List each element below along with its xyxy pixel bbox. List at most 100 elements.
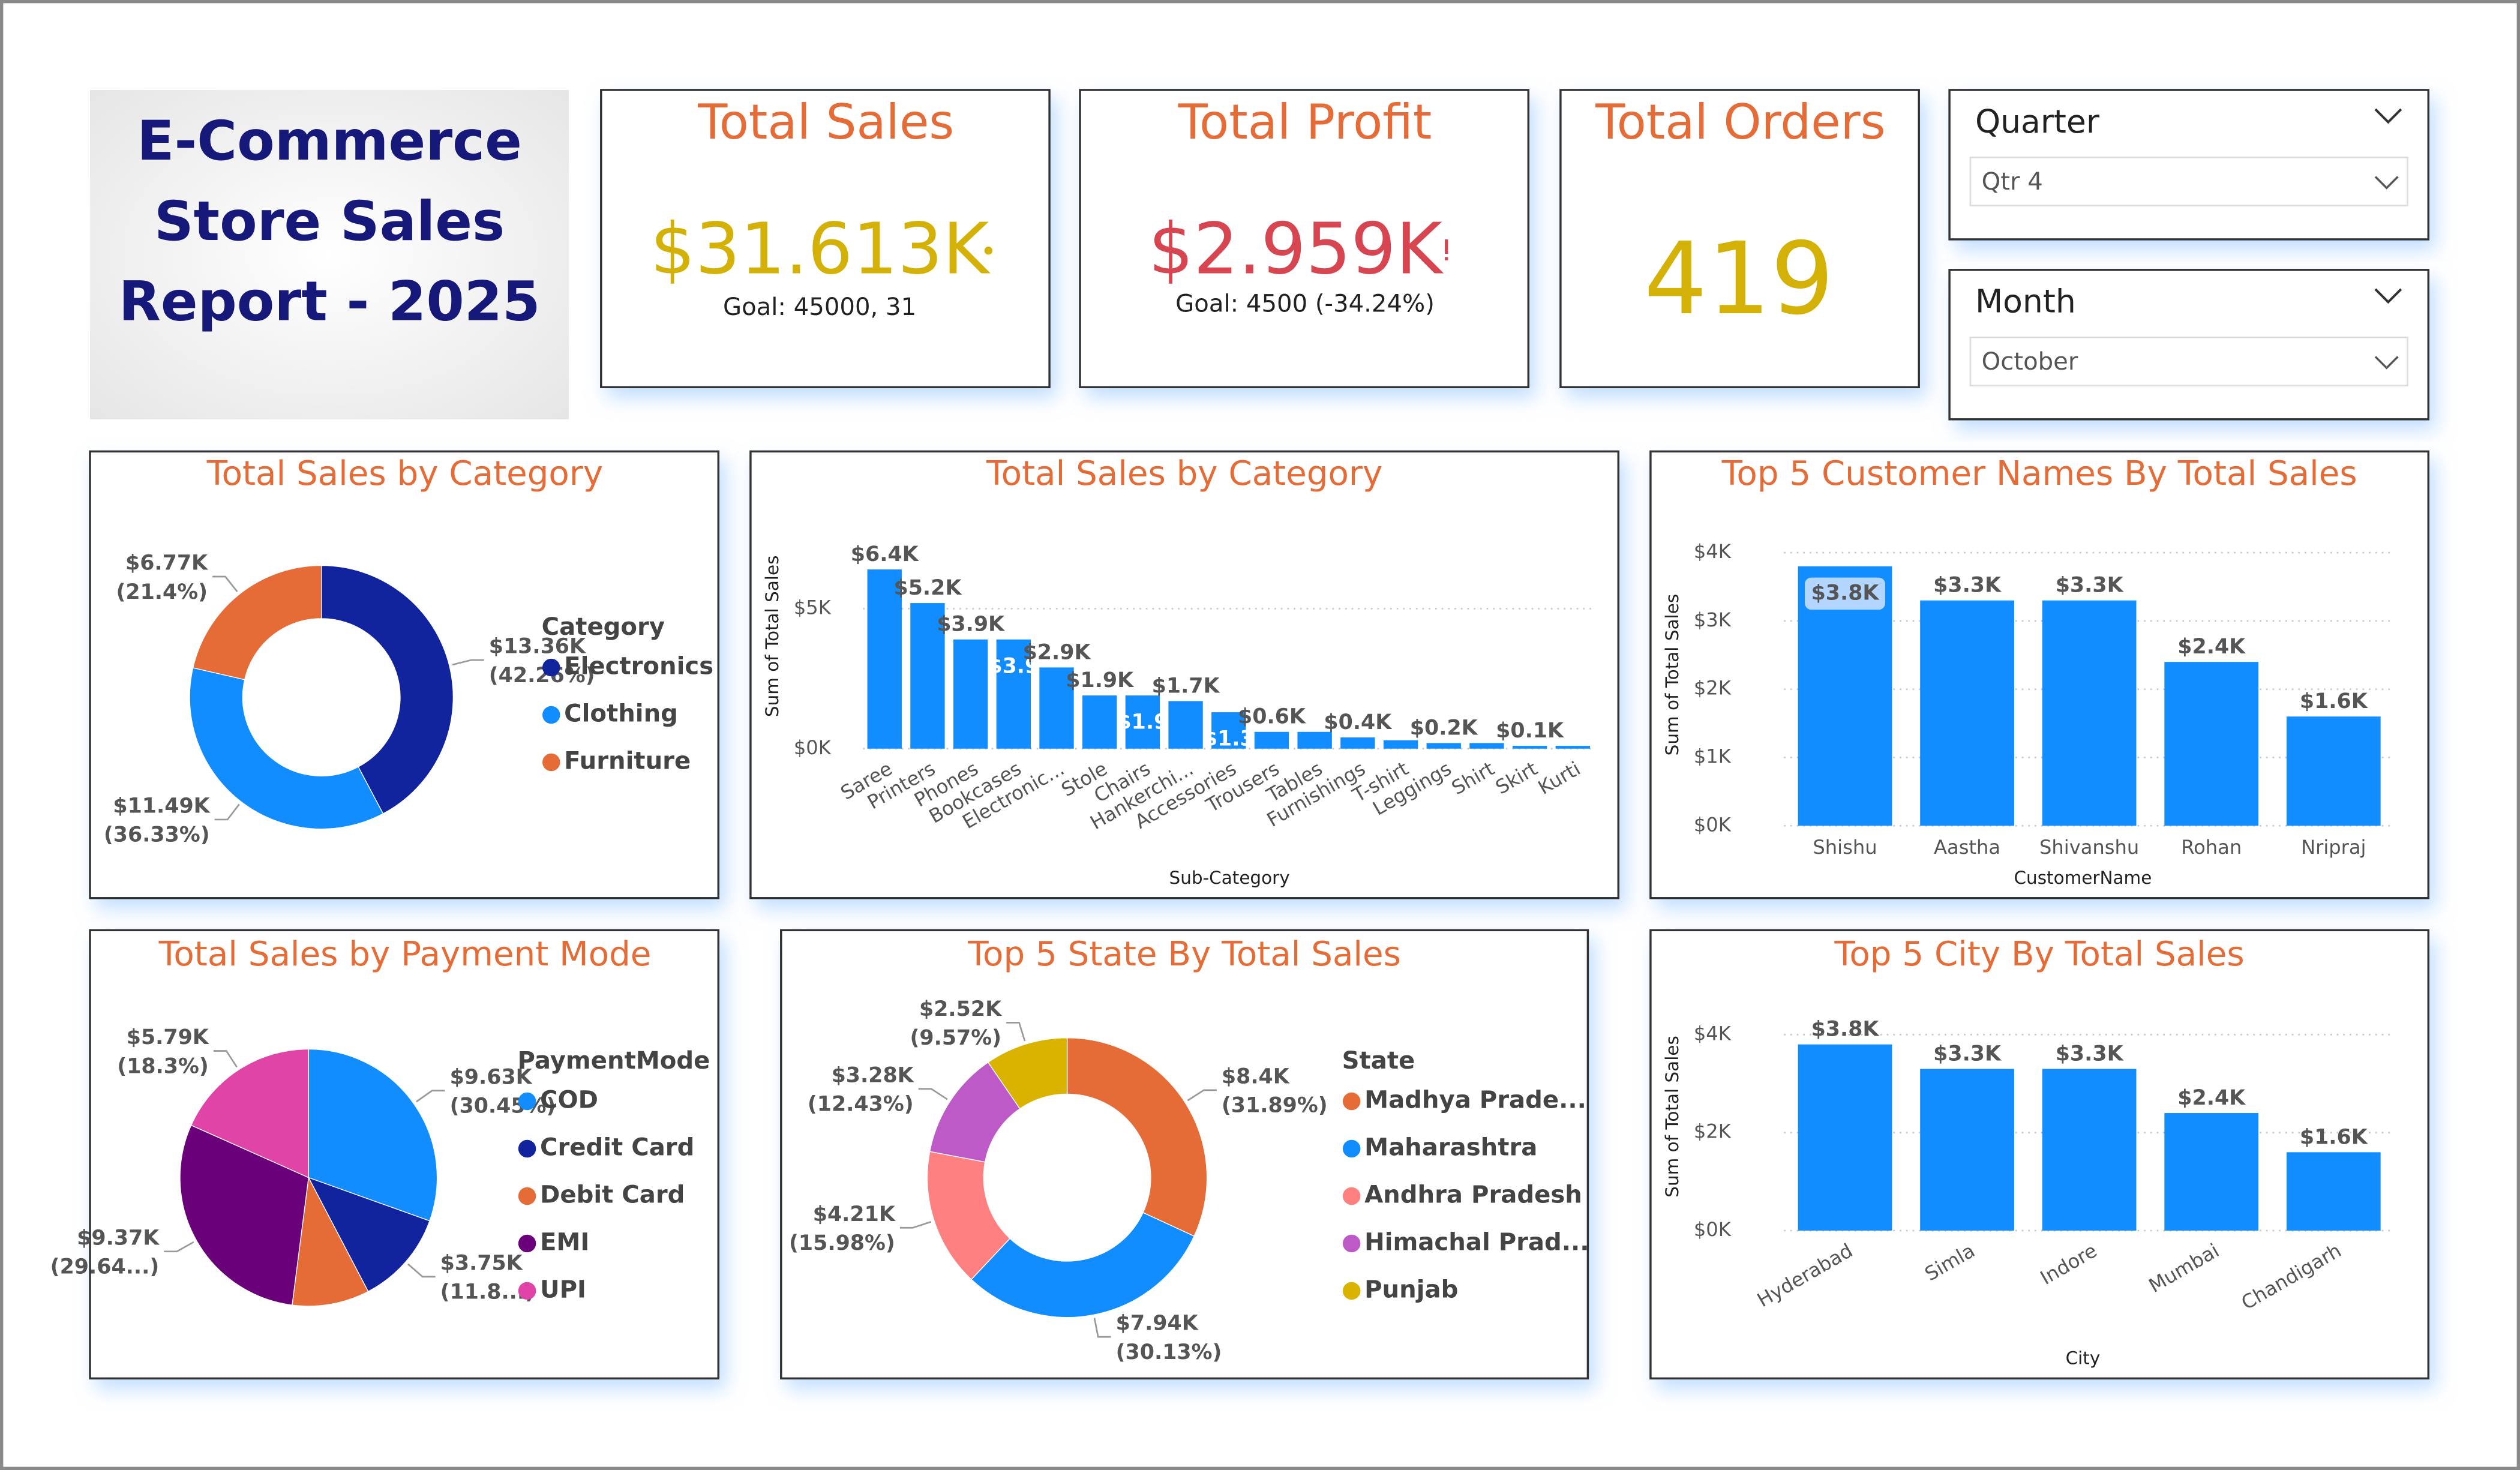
chart-card — [1649, 450, 2430, 899]
y-tick-label: $2K — [1694, 677, 1732, 700]
slice — [970, 1212, 1195, 1318]
y-tick-label: $3K — [1694, 608, 1732, 631]
kpi-title: Total Orders — [1595, 94, 1885, 150]
data-label: $3.9K — [937, 613, 1006, 637]
dropdown[interactable] — [1969, 157, 2408, 207]
x-axis-title: CustomerName — [2014, 868, 2152, 888]
chart-title: Total Sales by Category — [986, 454, 1382, 493]
bar — [1340, 737, 1375, 749]
collapse-icon[interactable] — [2374, 108, 2402, 124]
slice — [321, 565, 454, 815]
legend-marker — [1342, 1187, 1361, 1205]
y-tick-label: $2K — [1694, 1120, 1732, 1143]
legend-marker — [1342, 1139, 1361, 1158]
dropdown-icon[interactable] — [2374, 176, 2399, 190]
bar — [1555, 746, 1590, 749]
data-label: $9.37K — [77, 1226, 160, 1250]
report-title: Report - 2025 — [119, 270, 541, 334]
x-tick-label: Shishu — [1813, 836, 1877, 859]
data-label: $6.4K — [851, 542, 920, 566]
data-label: $1.6K — [2300, 689, 2369, 713]
leader-line — [1093, 1318, 1111, 1338]
slice — [1066, 1037, 1208, 1237]
bar — [996, 639, 1031, 749]
legend-marker — [518, 1139, 536, 1158]
leader-line — [1187, 1089, 1217, 1102]
dropdown-value[interactable]: October — [1982, 348, 2078, 376]
data-label: $3.3K — [2056, 1042, 2125, 1066]
data-label: $0.2K — [1410, 716, 1479, 740]
x-tick-label: Nripraj — [2301, 836, 2366, 859]
legend-label: Electronics — [564, 653, 713, 680]
kpi-title: Total Sales — [697, 94, 954, 150]
y-tick-label: $5K — [794, 596, 832, 619]
slice — [987, 1037, 1068, 1109]
dropdown-icon[interactable] — [2374, 356, 2399, 370]
legend-marker — [542, 706, 560, 724]
collapse-icon[interactable] — [2374, 288, 2402, 304]
data-label: $3.75K — [440, 1251, 524, 1275]
data-label: $7.94K — [1116, 1312, 1199, 1336]
y-tick-label: $4K — [1694, 540, 1732, 563]
data-label: (42.26%) — [489, 664, 595, 688]
data-label: $1.3 — [1203, 727, 1255, 751]
y-axis-title: Sum of Total Sales — [762, 556, 782, 718]
chart-title: Top 5 City By Total Sales — [1834, 935, 2245, 974]
data-label: $0.4K — [1324, 710, 1393, 734]
x-tick-label: Rohan — [2181, 836, 2242, 859]
data-label: $6.77K — [125, 551, 209, 575]
data-label: (12.43%) — [808, 1093, 914, 1117]
legend-marker — [518, 1234, 536, 1253]
legend-marker — [518, 1187, 536, 1205]
legend-marker — [1342, 1234, 1361, 1253]
kpi-value: $31.613K — [650, 208, 991, 290]
leader-line — [899, 1221, 932, 1229]
data-label: $2.4K — [2177, 635, 2246, 659]
data-label: $3.28K — [832, 1063, 915, 1087]
y-tick-label: $0K — [794, 736, 832, 759]
data-label: $5.2K — [894, 576, 963, 600]
data-label: $3.3K — [1933, 1042, 2002, 1066]
data-label: $4.21K — [813, 1202, 896, 1226]
kpi-status-icon — [1445, 257, 1448, 260]
legend-marker — [1342, 1282, 1361, 1300]
x-axis-title: Sub-Category — [1169, 868, 1290, 888]
data-label: $13.36K — [489, 635, 587, 659]
slice — [189, 667, 384, 830]
data-label: $1.9K — [1066, 668, 1135, 692]
bar — [1469, 743, 1504, 749]
leader-line — [213, 1050, 238, 1068]
kpi-card — [600, 89, 1051, 389]
slicer-title: Month — [1975, 283, 2076, 320]
bar — [1383, 740, 1418, 749]
data-label: $2.9K — [1023, 640, 1092, 664]
leader-line — [214, 803, 240, 821]
slice — [308, 1048, 438, 1222]
bar — [2164, 1113, 2259, 1231]
data-label: $3.3K — [1933, 574, 2002, 598]
bar — [1082, 695, 1117, 749]
bar — [2042, 600, 2137, 826]
slice — [190, 1048, 309, 1178]
bar — [1920, 1069, 2014, 1231]
data-label: $3.8K — [1811, 1018, 1880, 1042]
dropdown[interactable] — [1969, 336, 2408, 386]
legend-marker — [518, 1282, 536, 1300]
bar — [1297, 731, 1332, 749]
y-tick-label: $0K — [1694, 1218, 1732, 1241]
y-axis-title: Sum of Total Sales — [1662, 594, 1682, 756]
leader-line — [1006, 1022, 1026, 1042]
legend-marker — [542, 753, 560, 772]
data-label: $0.1K — [1496, 719, 1565, 743]
bar — [1512, 746, 1547, 749]
dropdown-value[interactable]: Qtr 4 — [1982, 168, 2043, 196]
bar — [2164, 662, 2259, 826]
bar — [1168, 701, 1203, 749]
legend-marker — [542, 658, 560, 677]
bar — [1426, 743, 1461, 749]
data-label: $3.8K — [1811, 581, 1880, 605]
data-label: $1.9 — [1117, 710, 1168, 734]
legend-label: Maharashtra — [1364, 1133, 1537, 1161]
